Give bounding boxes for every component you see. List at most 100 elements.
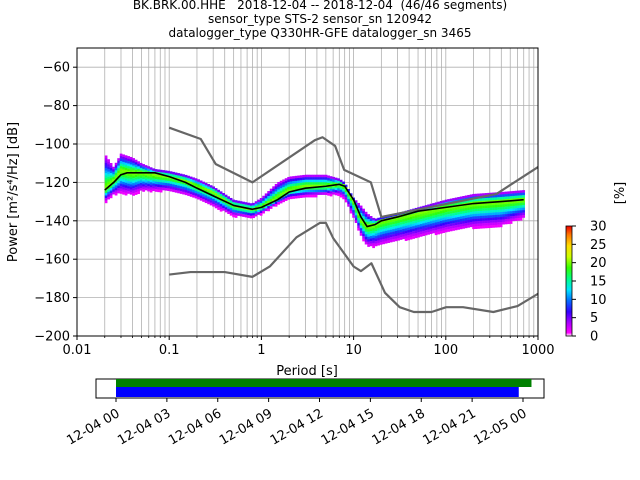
psd-density-cell — [129, 159, 133, 163]
psd-density-cell — [327, 182, 330, 186]
psd-density-cell — [374, 226, 378, 229]
psd-density-cell — [327, 187, 330, 191]
psd-density-cell — [139, 180, 143, 184]
psd-density-cell — [422, 213, 425, 217]
psd-density-cell — [329, 181, 333, 184]
psd-density-cell — [274, 193, 278, 197]
psd-density-cell — [402, 228, 405, 232]
psd-density-cell — [339, 189, 343, 193]
psd-density-cell — [127, 178, 130, 182]
psd-density-cell — [117, 160, 120, 164]
psd-density-cell — [127, 163, 130, 167]
psd-density-cell — [137, 163, 140, 167]
psd-density-cell — [359, 233, 363, 236]
psd-density-cell — [299, 182, 303, 186]
psd-density-cell — [387, 237, 390, 241]
psd-density-cell — [372, 240, 375, 244]
psd-density-cell — [509, 216, 513, 219]
psd-density-cell — [394, 218, 398, 222]
psd-density-cell — [452, 213, 455, 216]
psd-density-cell — [159, 174, 163, 178]
psd-density-cell — [109, 178, 113, 181]
psd-density-cell — [169, 181, 173, 185]
psd-density-cell — [389, 232, 393, 235]
psd-density-cell — [232, 214, 235, 218]
psd-density-cell — [152, 185, 155, 189]
psd-density-cell — [279, 180, 283, 184]
psd-density-cell — [437, 224, 440, 227]
psd-density-cell — [142, 169, 145, 172]
psd-density-cell — [342, 189, 345, 192]
psd-density-cell — [154, 176, 158, 180]
psd-density-cell — [299, 175, 303, 178]
psd-density-cell — [277, 184, 280, 188]
psd-density-cell — [242, 214, 245, 217]
psd-density-cell — [199, 195, 203, 199]
psd-density-cell — [479, 210, 483, 214]
psd-density-cell — [479, 215, 483, 219]
psd-density-cell — [239, 203, 243, 207]
psd-density-cell — [427, 224, 430, 228]
psd-density-cell — [367, 241, 370, 245]
psd-density-cell — [157, 189, 160, 193]
psd-density-cell — [134, 187, 138, 190]
psd-density-cell — [307, 184, 310, 188]
psd-density-cell — [494, 207, 498, 211]
psd-density-cell — [249, 203, 253, 206]
psd-density-cell — [314, 187, 318, 190]
psd-density-cell — [442, 225, 445, 229]
psd-density-cell — [429, 231, 433, 234]
psd-density-cell — [454, 202, 458, 206]
psd-density-cell — [119, 183, 123, 187]
psd-density-cell — [277, 201, 280, 205]
psd-density-cell — [479, 220, 483, 224]
psd-density-cell — [427, 226, 430, 230]
psd-density-cell — [199, 182, 203, 186]
psd-density-cell — [432, 230, 435, 234]
psd-density-cell — [417, 217, 420, 220]
psd-density-cell — [392, 234, 395, 237]
psd-density-cell — [439, 223, 443, 227]
psd-density-cell — [164, 172, 168, 176]
psd-density-cell — [494, 202, 498, 206]
psd-density-cell — [422, 220, 425, 224]
psd-density-cell — [372, 245, 375, 249]
psd-density-cell — [422, 218, 425, 222]
psd-density-cell — [489, 225, 493, 228]
psd-density-cell — [104, 165, 108, 169]
psd-density-cell — [359, 205, 363, 209]
psd-density-cell — [134, 174, 138, 178]
psd-density-cell — [249, 213, 253, 216]
psd-density-cell — [472, 211, 475, 215]
psd-density-cell — [252, 215, 255, 219]
psd-density-cell — [472, 213, 475, 217]
psd-density-cell — [194, 188, 198, 191]
psd-density-cell — [122, 189, 125, 193]
psd-density-cell — [412, 218, 415, 222]
psd-density-cell — [499, 197, 503, 200]
psd-density-cell — [234, 202, 238, 206]
psd-density-cell — [137, 186, 140, 189]
psd-density-cell — [422, 233, 425, 237]
psd-density-cell — [104, 182, 108, 186]
psd-density-cell — [402, 216, 405, 220]
psd-density-cell — [114, 180, 118, 183]
psd-density-cell — [514, 205, 518, 209]
psd-density-cell — [122, 191, 125, 195]
psd-density-cell — [447, 221, 450, 225]
psd-density-cell — [397, 222, 400, 226]
psd-density-cell — [204, 192, 208, 196]
psd-density-cell — [224, 209, 228, 213]
psd-density-cell — [487, 210, 490, 214]
psd-density-cell — [264, 208, 268, 212]
psd-density-cell — [389, 224, 393, 228]
psd-density-cell — [379, 227, 383, 230]
psd-density-cell — [349, 208, 353, 211]
psd-density-cell — [362, 233, 365, 237]
psd-density-cell — [112, 184, 115, 187]
psd-density-cell — [184, 189, 188, 193]
psd-density-cell — [522, 190, 525, 193]
psd-density-cell — [112, 174, 115, 177]
psd-density-cell — [377, 225, 380, 228]
psd-density-cell — [184, 174, 188, 178]
